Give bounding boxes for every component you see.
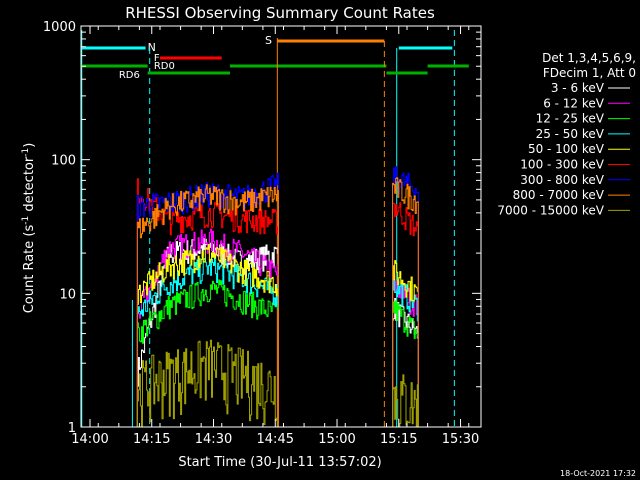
chart-title: RHESSI Observing Summary Count Rates — [125, 4, 435, 22]
plot-frame — [80, 25, 482, 428]
series-line-100-300-kev — [392, 202, 419, 427]
y-axis-label: Count Rate (s-1 detector-1) — [21, 143, 37, 314]
legend-label: 300 - 800 keV — [520, 173, 604, 187]
series-line-50-100-kev — [136, 244, 279, 427]
series-line-12-25-kev — [392, 300, 419, 427]
x-tick-label: 15:30 — [442, 432, 479, 447]
axes: 14:00 14:15 14:30 14:45 15:00 15:15 15:30 1 10 10… — [43, 20, 482, 447]
legend-label: 6 - 12 keV — [543, 96, 605, 110]
legend-label: 7000 - 15000 keV — [497, 203, 604, 217]
series-line-6-12-kev — [136, 228, 279, 427]
x-tick-label: 14:00 — [71, 432, 108, 447]
legend-label: 50 - 100 keV — [528, 142, 605, 156]
series-line-12-25-kev — [136, 279, 279, 427]
legend: Det 1,3,4,5,6,9, FDecim 1, Att 0 3 - 6 k… — [497, 51, 636, 217]
series-line-3-6-kev — [136, 237, 279, 427]
rd0-flag-label: RD0 — [154, 61, 175, 72]
x-axis-label: Start Time (30-Jul-11 13:57:02) — [178, 455, 381, 470]
fast-rate-flag-label: F — [154, 53, 160, 64]
series-line-7000-15000-kev — [136, 339, 279, 428]
legend-label: 800 - 7000 keV — [513, 188, 605, 202]
y-tick-label: 100 — [51, 154, 76, 169]
night-flag-label: N — [148, 41, 156, 54]
y-tick-label: 10 — [59, 287, 76, 302]
legend-label: 100 - 300 keV — [520, 158, 604, 172]
rd6-flag-label: RD6 — [119, 70, 140, 81]
legend-label: 12 - 25 keV — [536, 112, 605, 126]
series-lines — [136, 166, 419, 428]
x-tick-label: 15:15 — [380, 432, 417, 447]
saa-flag-label: S — [265, 34, 272, 47]
y-tick-label: 1 — [68, 421, 76, 436]
series-line-100-300-kev — [136, 178, 279, 427]
series-line-800-7000-kev — [392, 177, 419, 427]
x-tick-label: 14:30 — [195, 432, 232, 447]
legend-header-detectors: Det 1,3,4,5,6,9, — [542, 51, 636, 65]
x-tick-label: 14:15 — [133, 432, 170, 447]
legend-label: 3 - 6 keV — [551, 81, 605, 95]
legend-header-decimation: FDecim 1, Att 0 — [543, 66, 636, 80]
series-line-25-50-kev — [136, 256, 279, 427]
series-line-300-800-kev — [136, 172, 279, 427]
x-tick-label: 14:45 — [257, 432, 294, 447]
footer-date: 18-Oct-2021 17:32 — [560, 469, 636, 478]
x-tick-label: 15:00 — [318, 432, 355, 447]
series-line-50-100-kev — [392, 260, 419, 427]
series-line-7000-15000-kev — [392, 374, 419, 428]
y-tick-label: 1000 — [43, 20, 76, 35]
series-line-800-7000-kev — [136, 184, 279, 427]
legend-label: 25 - 50 keV — [536, 127, 605, 141]
